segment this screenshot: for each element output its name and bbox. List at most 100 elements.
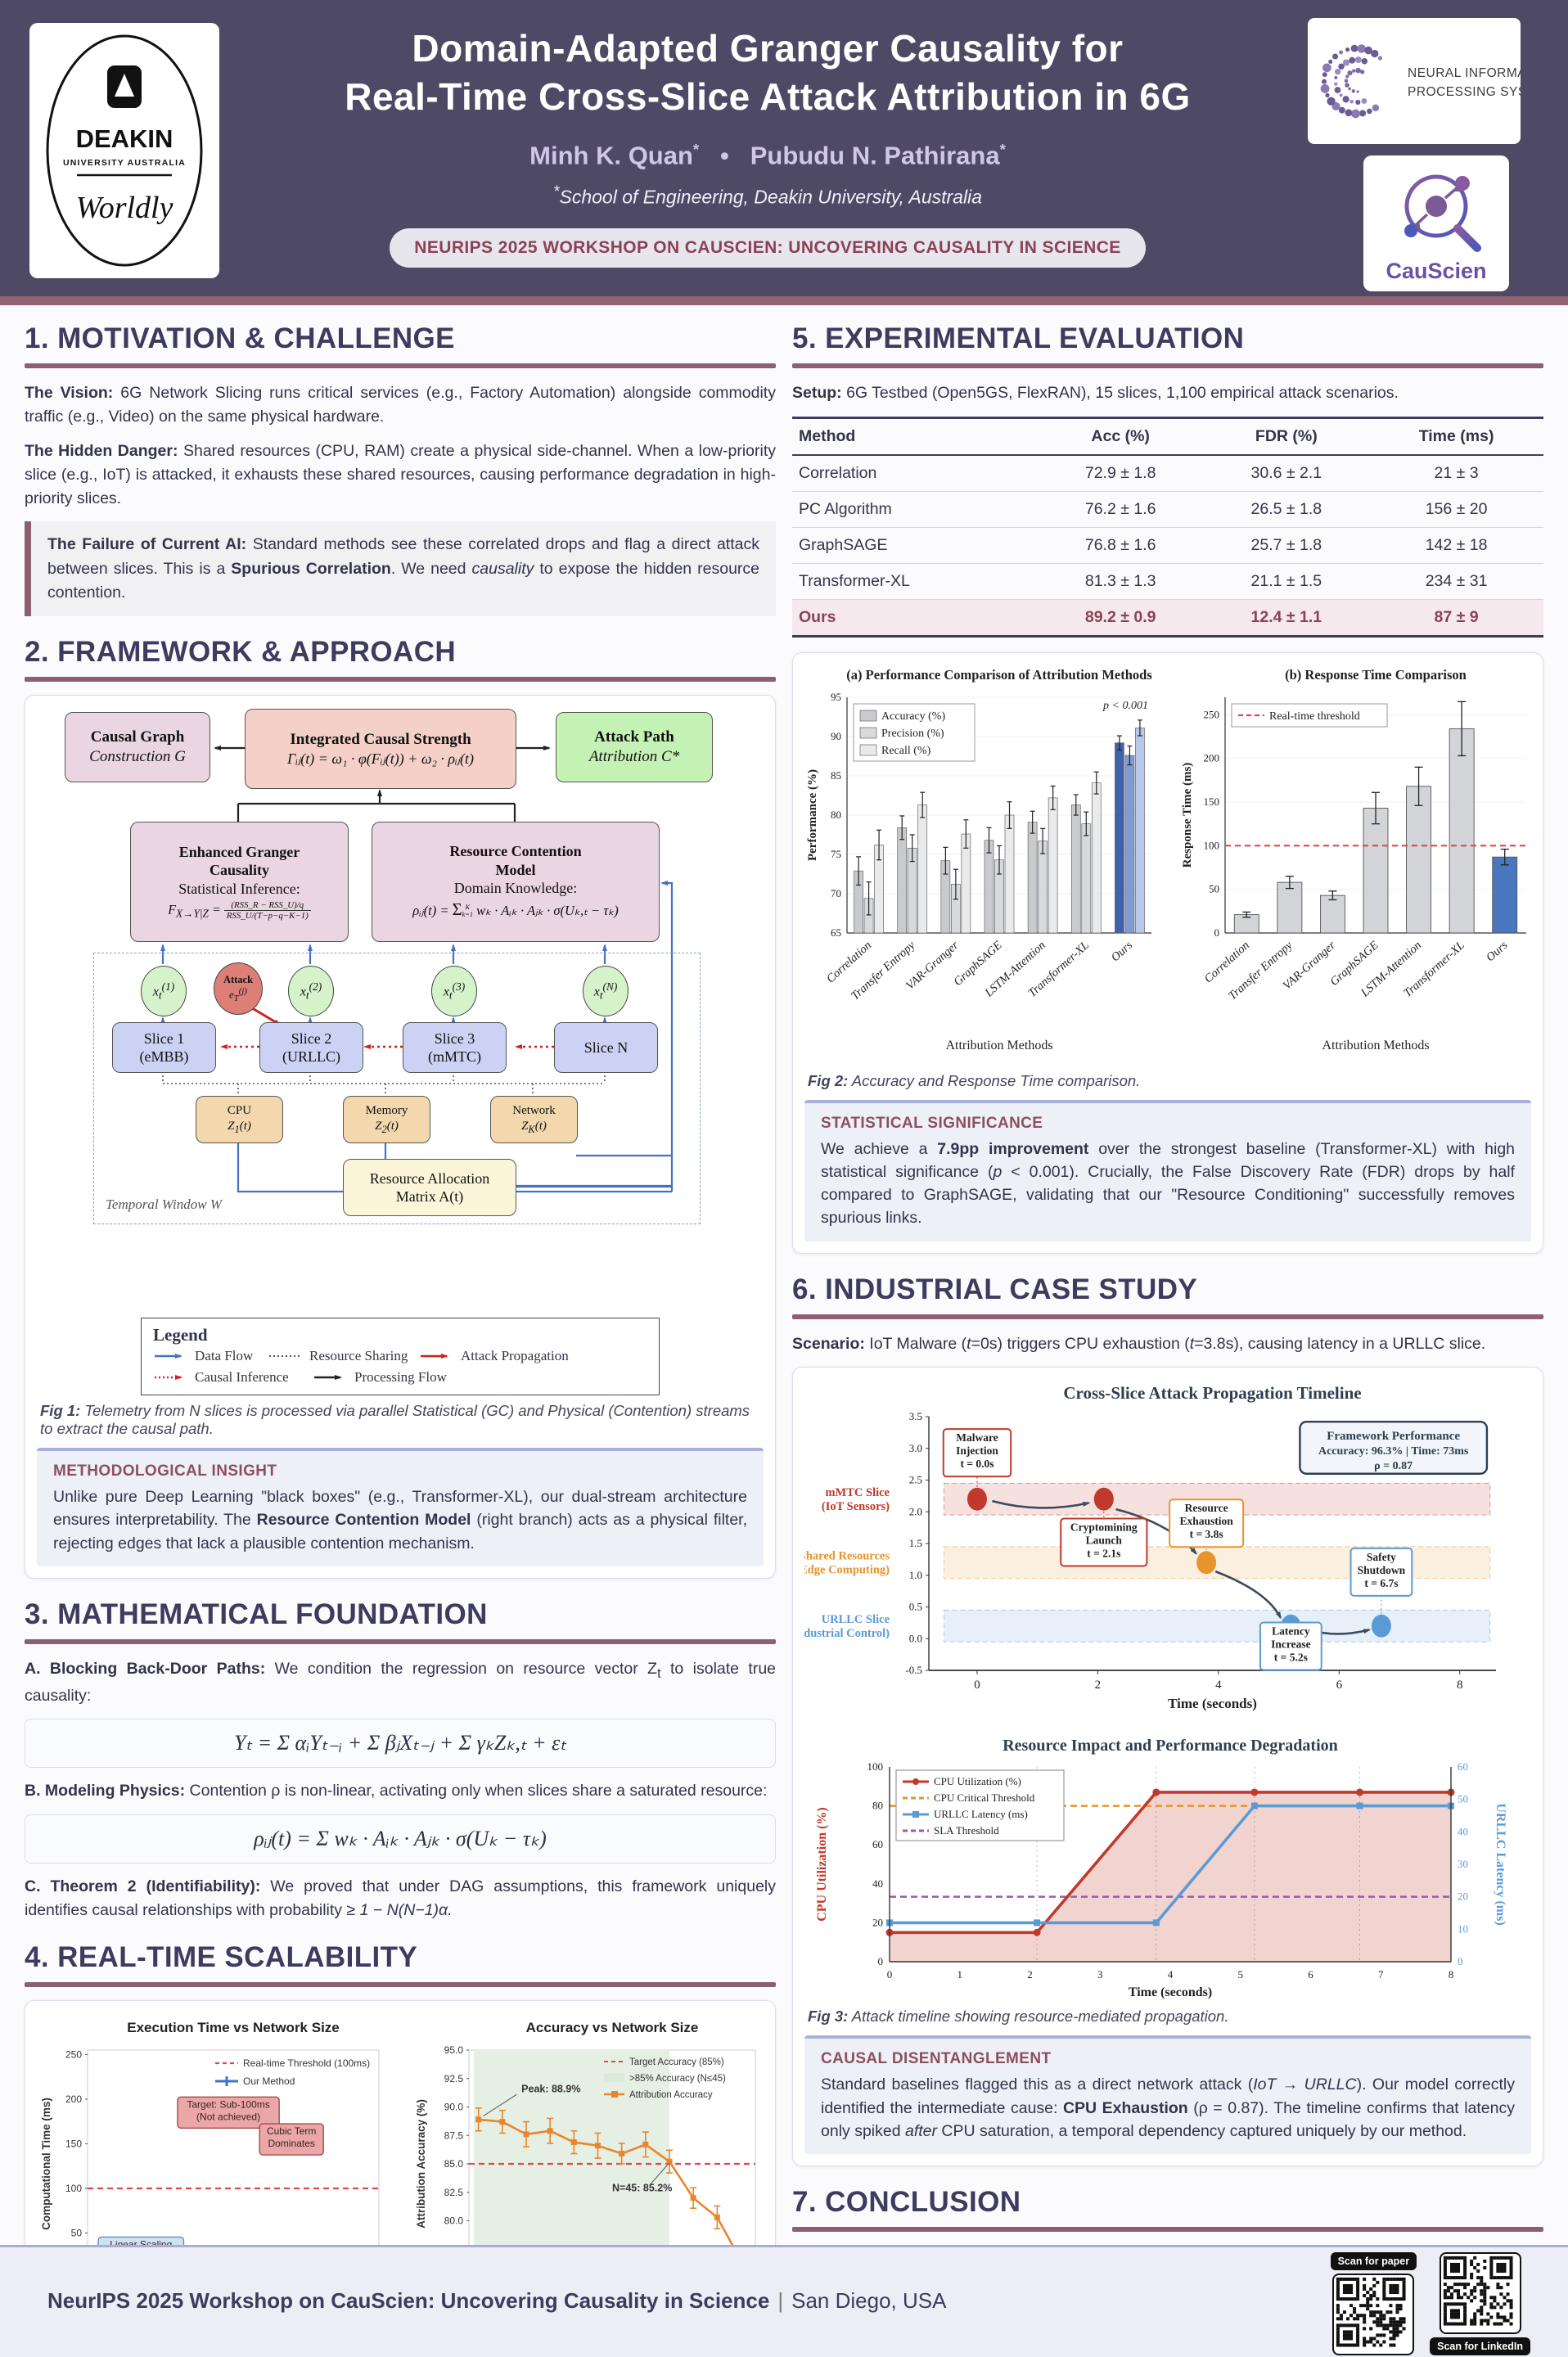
svg-text:Ours: Ours bbox=[1109, 939, 1136, 965]
table-row: Correlation 72.9 ± 1.8 30.6 ± 2.1 21 ± 3 bbox=[792, 454, 1543, 492]
svg-text:20: 20 bbox=[1458, 1891, 1468, 1903]
section-title: 7. CONCLUSION bbox=[792, 2186, 1021, 2219]
slice-box: Slice N bbox=[554, 1022, 658, 1074]
svg-text:(Industrial Control): (Industrial Control) bbox=[804, 1627, 890, 1640]
svg-text:CPU Utilization (%): CPU Utilization (%) bbox=[815, 1808, 829, 1922]
results-table: Method Acc (%) FDR (%) Time (ms) Correlatio… bbox=[792, 416, 1543, 638]
table-row: GraphSAGE 76.8 ± 1.6 25.7 ± 1.8 142 ± 18 bbox=[792, 527, 1543, 564]
svg-text:0.0: 0.0 bbox=[909, 1633, 922, 1645]
svg-text:40: 40 bbox=[1458, 1826, 1468, 1838]
svg-text:7: 7 bbox=[1378, 1968, 1384, 1981]
svg-text:2: 2 bbox=[1027, 1968, 1033, 1981]
svg-text:Worldly: Worldly bbox=[76, 191, 173, 225]
fig3-card: Cross-Slice Attack Propagation Timeline m… bbox=[792, 1367, 1543, 2167]
slice-box: Slice 2 (URLLC) bbox=[259, 1022, 363, 1074]
svg-text:Target: Sub-100ms: Target: Sub-100ms bbox=[187, 2099, 269, 2111]
deakin-logo: DEAKIN UNIVERSITY AUSTRALIA Worldly bbox=[29, 23, 219, 278]
section-title: 5. EXPERIMENTAL EVALUATION bbox=[792, 322, 1245, 354]
svg-text:Injection: Injection bbox=[956, 1445, 998, 1458]
svg-text:1.0: 1.0 bbox=[909, 1569, 922, 1581]
svg-text:Framework Performance: Framework Performance bbox=[1327, 1431, 1460, 1444]
temporal-window bbox=[93, 953, 701, 1225]
significance-heading: STATISTICAL SIGNIFICANCE bbox=[821, 1114, 1043, 1132]
neurips-logo: NEURAL INFORMATION PROCESSING SYSTEMS bbox=[1308, 18, 1521, 144]
methodological-insight-box: METHODOLOGICAL INSIGHT Unlike pure Deep … bbox=[37, 1448, 764, 1566]
regression-equation: Yₜ = Σ αᵢYₜ₋ᵢ + Σ βⱼXₜ₋ⱼ + Σ γₖZₖ,ₜ + εₜ bbox=[25, 1719, 776, 1769]
resource-box: CPU Z1(t) bbox=[196, 1096, 283, 1144]
svg-text:URLLC Latency (ms): URLLC Latency (ms) bbox=[1494, 1804, 1507, 1926]
neurips-text-1: NEURAL INFORMATION bbox=[1408, 66, 1521, 80]
affiliation: *School of Engineering, Deakin Universit… bbox=[553, 183, 982, 208]
svg-text:t = 6.7s: t = 6.7s bbox=[1364, 1577, 1398, 1589]
svg-text:0.5: 0.5 bbox=[909, 1601, 922, 1613]
svg-text:UNIVERSITY AUSTRALIA: UNIVERSITY AUSTRALIA bbox=[63, 158, 186, 168]
table-header-row: Method Acc (%) FDR (%) Time (ms) bbox=[792, 416, 1543, 456]
poster-title: Domain-Adapted Granger Causality for Rea… bbox=[345, 27, 1191, 118]
svg-text:30: 30 bbox=[1458, 1858, 1468, 1870]
danger-paragraph: The Hidden Danger: Shared resources (CPU… bbox=[25, 442, 777, 507]
causcien-text: CauScien bbox=[1386, 259, 1486, 283]
svg-text:50: 50 bbox=[1458, 1793, 1468, 1805]
svg-text:90.0: 90.0 bbox=[444, 2102, 464, 2113]
svg-text:Recall (%): Recall (%) bbox=[881, 745, 931, 757]
fig2-card: 65 70 75 80 85 90 95 Correlation Transfer Entrop… bbox=[792, 651, 1543, 1254]
qr-linkedin: Scan for LinkedIn bbox=[1430, 2252, 1530, 2355]
table-row: Ours 89.2 ± 0.9 12.4 ± 1.1 87 ± 9 bbox=[792, 599, 1543, 638]
footer: NeurIPS 2025 Workshop on CauScien: Uncov… bbox=[0, 2245, 1568, 2357]
table-cell: Transformer-XL bbox=[792, 563, 1038, 600]
causal-disentanglement-box: CAUSAL DISENTANGLEMENT Standard baseline… bbox=[804, 2035, 1531, 2155]
legend-item: Processing Flow bbox=[314, 1369, 447, 1386]
svg-text:3.0: 3.0 bbox=[909, 1442, 922, 1454]
accuracy-network-chart: 75.077.580.082.585.087.590.092.595.01020… bbox=[415, 2020, 756, 2314]
svg-text:60: 60 bbox=[1458, 1760, 1468, 1773]
svg-text:t = 0.0s: t = 0.0s bbox=[960, 1458, 994, 1471]
svg-text:Accuracy: 96.3% | Time: 73ms: Accuracy: 96.3% | Time: 73ms bbox=[1318, 1446, 1469, 1458]
authors: Minh K. Quan* • Pubudu N. Pathirana* bbox=[529, 140, 1006, 170]
workshop-badge: NEURIPS 2025 WORKSHOP ON CAUSCIEN: UNCOV… bbox=[390, 228, 1146, 268]
svg-text:Attribution Accuracy: Attribution Accuracy bbox=[629, 2090, 713, 2100]
svg-text:70: 70 bbox=[831, 887, 841, 899]
svg-text:75: 75 bbox=[831, 848, 841, 860]
section-title: 6. INDUSTRIAL CASE STUDY bbox=[792, 1273, 1198, 1305]
legend-item: Attack Propagation bbox=[421, 1348, 569, 1364]
qr-linkedin-code bbox=[1439, 2252, 1521, 2334]
causcien-logo-art: CauScien bbox=[1386, 174, 1487, 283]
svg-text:3: 3 bbox=[1097, 1968, 1103, 1981]
svg-text:t = 3.8s: t = 3.8s bbox=[1190, 1529, 1223, 1541]
left-column: 1. MOTIVATION & CHALLENGE The Vision: 6G… bbox=[25, 322, 776, 2357]
svg-text:Time (seconds): Time (seconds) bbox=[1168, 1696, 1257, 1711]
framework-diagram: Causal Graph Construction G Integrated Ca… bbox=[40, 707, 760, 1309]
svg-text:0: 0 bbox=[887, 1968, 893, 1981]
svg-text:8: 8 bbox=[1457, 1679, 1463, 1692]
legend-item: Causal Inference bbox=[155, 1369, 289, 1386]
svg-text:Cross-Slice Attack Propagation: Cross-Slice Attack Propagation Timeline bbox=[1063, 1383, 1361, 1403]
table-row: PC Algorithm 76.2 ± 1.6 26.5 ± 1.8 156 ± 20 bbox=[792, 491, 1543, 528]
svg-text:50: 50 bbox=[1209, 882, 1219, 895]
svg-text:95: 95 bbox=[831, 691, 841, 703]
section-rule bbox=[25, 1638, 776, 1644]
resource-box: Memory Z2(t) bbox=[343, 1096, 430, 1144]
table-cell: PC Algorithm bbox=[792, 491, 1038, 528]
svg-text:3.5: 3.5 bbox=[909, 1410, 922, 1422]
signal-node: xt(1) bbox=[141, 966, 187, 1017]
svg-text:8: 8 bbox=[1449, 1968, 1454, 1981]
svg-text:80: 80 bbox=[831, 809, 841, 821]
table-cell: 76.8 ± 1.6 bbox=[1037, 527, 1204, 564]
svg-text:Malware: Malware bbox=[956, 1432, 998, 1444]
legend-item: Resource Sharing bbox=[269, 1348, 408, 1364]
disentanglement-heading: CAUSAL DISENTANGLEMENT bbox=[821, 2050, 1052, 2068]
signal-node: xt(N) bbox=[583, 966, 629, 1017]
table-cell: 81.3 ± 1.3 bbox=[1037, 563, 1204, 600]
table-cell: Correlation bbox=[792, 454, 1038, 492]
svg-text:200: 200 bbox=[65, 2093, 82, 2105]
fig2-caption: Fig 2: Accuracy and Response Time compar… bbox=[808, 1071, 1141, 1089]
neurips-text-2: PROCESSING SYSTEMS bbox=[1408, 85, 1521, 99]
section-math: 3. MATHEMATICAL FOUNDATION A. Blocking B… bbox=[25, 1598, 776, 1922]
contention-equation: ρᵢⱼ(t) = Σ wₖ · Aᵢₖ · Aⱼₖ · σ(Uₖ − τₖ) bbox=[25, 1814, 776, 1864]
table-cell: 156 ± 20 bbox=[1369, 491, 1543, 528]
svg-text:Performance (%): Performance (%) bbox=[806, 769, 819, 861]
table-cell: 234 ± 31 bbox=[1369, 563, 1543, 600]
